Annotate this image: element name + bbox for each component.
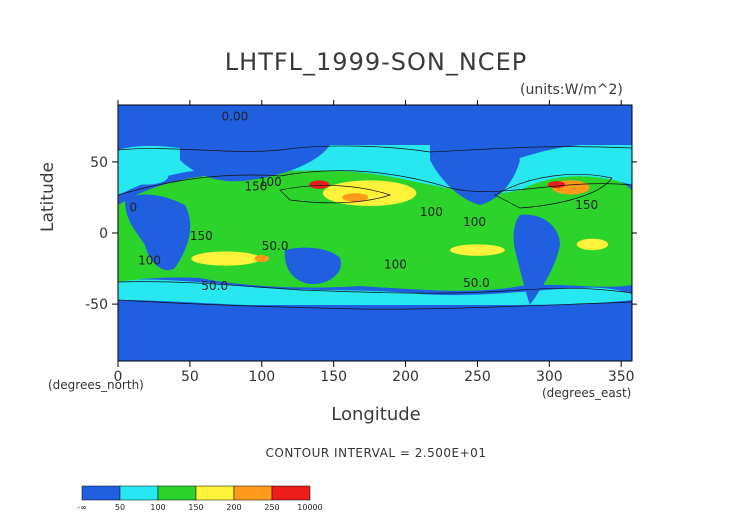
colorbar-swatch [81, 485, 121, 501]
colorbar-tick-label: 250 [264, 503, 279, 512]
colorbar-tick-label: -∞ [77, 503, 87, 512]
contour-label: 0 [130, 201, 138, 215]
contour-label: 150 [575, 198, 598, 212]
x-tick-label: 50 [181, 369, 199, 385]
y-tick-label: 0 [99, 226, 108, 242]
contour-label: 100 [138, 253, 161, 267]
field-band-green-south [118, 245, 632, 291]
x-unit-label: (degrees_east) [542, 386, 632, 400]
contour-label: 100 [384, 258, 407, 272]
contour-label: 50.0 [463, 276, 490, 290]
land-south-america [513, 214, 560, 305]
flux-region-3 [309, 180, 330, 189]
contour-label: 150 [190, 229, 213, 243]
x-axis-label: Longitude [331, 404, 421, 425]
contour-label: 100 [420, 205, 443, 219]
y-tick-label: -50 [85, 297, 108, 313]
contour-label: 50.0 [201, 279, 228, 293]
flux-region-0 [125, 167, 169, 185]
land-australia [284, 247, 341, 285]
flux-region-7 [254, 255, 269, 263]
flux-region-2 [342, 193, 369, 202]
colorbar-swatch [233, 485, 273, 501]
flux-region-6 [191, 251, 261, 266]
colorbar-swatch [271, 485, 311, 501]
contour-label: 50.0 [262, 239, 289, 253]
colorbar-swatch [195, 485, 235, 501]
chart-title: LHTFL_1999-SON_NCEP [224, 48, 528, 76]
colorbar-tick-label: 50 [115, 503, 125, 512]
colorbar-tick-label: 100 [150, 503, 165, 512]
land-north-america [430, 136, 520, 205]
land-africa [125, 194, 191, 271]
field-band-cyan-south [118, 279, 632, 309]
contour-label: 100 [463, 215, 486, 229]
x-tick-label: 350 [608, 369, 635, 385]
colorbar-tick-label: 10000 [297, 503, 322, 512]
field-cap-south [118, 305, 632, 361]
x-tick-label: 250 [464, 369, 491, 385]
x-tick-label: 0 [114, 369, 123, 385]
y-tick-label: 50 [90, 155, 108, 171]
colorbar-tick-label: 200 [226, 503, 241, 512]
contour-label: 100 [259, 175, 282, 189]
units-label: (units:W/m^2) [520, 82, 623, 98]
contour-lines [118, 145, 632, 310]
flux-region-9 [576, 238, 609, 251]
flux-region-8 [450, 244, 505, 256]
land-eurasia [180, 133, 330, 182]
colorbar-tick-label: 150 [188, 503, 203, 512]
contour-label: 0.00 [222, 110, 249, 124]
colorbar-swatch [119, 485, 159, 501]
y-unit-label: (degrees_north) [48, 378, 144, 392]
x-tick-label: 100 [248, 369, 275, 385]
x-tick-label: 200 [392, 369, 419, 385]
contour-label: 150 [245, 179, 268, 193]
colorbar-swatch [157, 485, 197, 501]
flux-region-5 [547, 181, 566, 189]
x-tick-label: 300 [536, 369, 563, 385]
flux-region-1 [322, 180, 417, 206]
x-tick-label: 150 [320, 369, 347, 385]
contour-interval: CONTOUR INTERVAL = 2.500E+01 [265, 446, 487, 460]
